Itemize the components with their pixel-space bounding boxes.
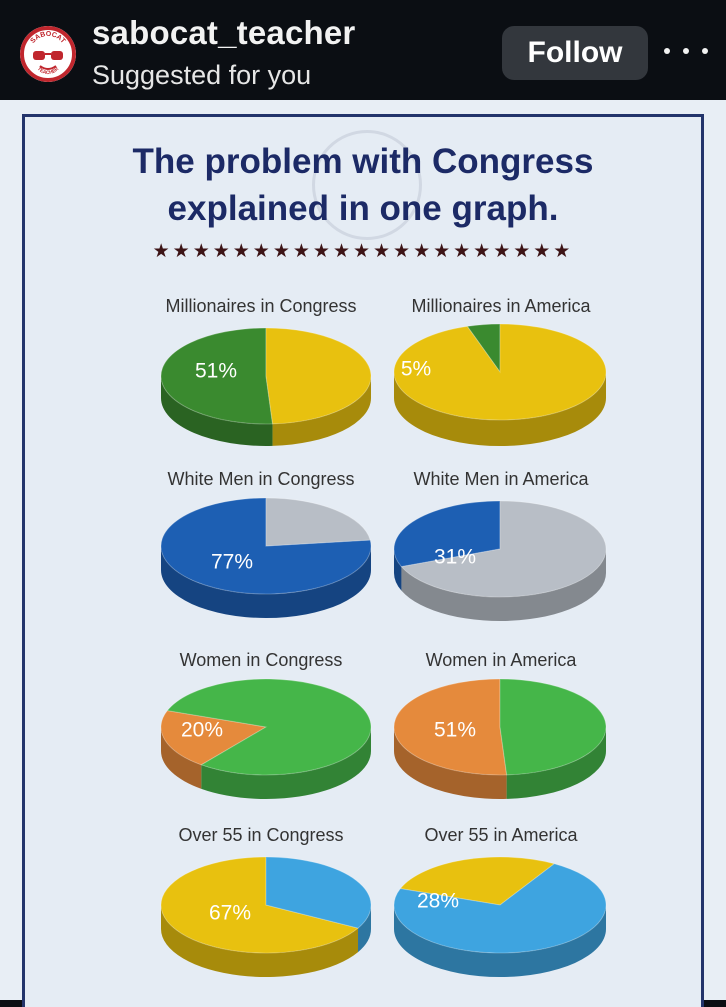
pie-label-women-america: Women in America [425,650,577,670]
pie-side-2-0 [161,546,371,618]
post-header: SABOCAT TEACHER sabocat_teacher Suggeste… [0,0,726,100]
title-line-1: The problem with Congress [132,142,594,181]
pie-side-1-1 [394,372,606,446]
suggested-label: Suggested for you [92,60,312,90]
pie-label-over55-congress: Over 55 in Congress [178,825,344,845]
pie-slice-5-1 [499,678,607,776]
pie-chart-1: 5% [393,323,607,446]
pie-slice-7-1 [393,863,607,954]
pie-slice-5-0 [393,678,508,776]
star-divider: ★★★★★★★★★★★★★★★★★★★★★ [152,241,574,262]
pie-data-label-3: 31% [434,546,476,569]
pie-data-label-1: 5% [401,358,431,381]
pie-data-label-5: 51% [434,719,476,742]
pie-slice-7-0 [399,856,556,906]
pie-side-0-0 [161,376,273,446]
pie-data-label-6: 67% [209,902,251,925]
pie-side-0-1 [272,376,371,446]
pie-slice-2-1 [265,497,371,547]
watermark-seal-icon [312,130,422,240]
pie-slice-6-0 [160,856,360,954]
pie-side-6-0 [161,905,359,978]
pie-label-millionaires-congress: Millionaires in Congress [165,296,357,316]
pie-slice-0-1 [265,327,372,425]
pie-side-3-0 [394,549,402,591]
pie-chart-7: 28% [393,856,607,977]
pie-data-label-4: 20% [181,719,223,742]
pie-side-6-1 [358,905,372,953]
svg-text:TEACHER: TEACHER [36,66,61,76]
pie-side-4-1 [201,727,371,800]
avatar-text-bottom: TEACHER [36,66,61,76]
infographic-title: The problem with Congress explained in o… [0,138,726,232]
pie-label-white-men-america: White Men in America [413,469,589,489]
pie-chart-5: 51% [393,678,607,799]
pie-chart-0: 51% [160,327,372,446]
pie-label-millionaires-america: Millionaires in America [411,296,591,316]
pie-slice-1-0 [466,323,501,374]
pie-data-label-7: 28% [417,890,459,913]
pie-slice-3-0 [393,500,501,568]
pie-slice-2-0 [160,497,372,595]
pie-side-5-1 [506,727,606,799]
pie-data-label-2: 77% [211,551,253,574]
pie-chart-2: 77% [160,497,372,618]
pie-slice-4-0 [160,710,268,766]
pie-slice-4-1 [166,678,372,776]
avatar[interactable]: SABOCAT TEACHER [20,26,76,82]
title-line-2: explained in one graph. [167,189,559,228]
pie-slice-3-1 [400,500,607,598]
username-link[interactable]: sabocat_teacher [92,14,356,51]
pie-label-women-congress: Women in Congress [179,650,343,670]
pie-side-4-0 [161,727,202,789]
pie-chart-4: 20% [160,678,372,800]
more-options-icon[interactable] [664,36,708,66]
pie-label-over55-america: Over 55 in America [424,825,578,845]
follow-button[interactable]: Follow [502,26,648,80]
pie-slice-6-1 [265,856,372,929]
pie-chart-6: 67% [160,856,372,978]
pie-side-3-1 [401,549,606,621]
avatar-logo-icon: SABOCAT TEACHER [20,26,76,82]
pie-side-7-1 [394,905,606,977]
pie-label-white-men-congress: White Men in Congress [167,469,355,489]
pie-slice-1-1 [393,323,607,421]
pie-side-5-0 [394,727,507,799]
pie-slice-0-0 [160,327,274,425]
pie-data-label-0: 51% [195,360,237,383]
pie-chart-3: 31% [393,500,607,621]
